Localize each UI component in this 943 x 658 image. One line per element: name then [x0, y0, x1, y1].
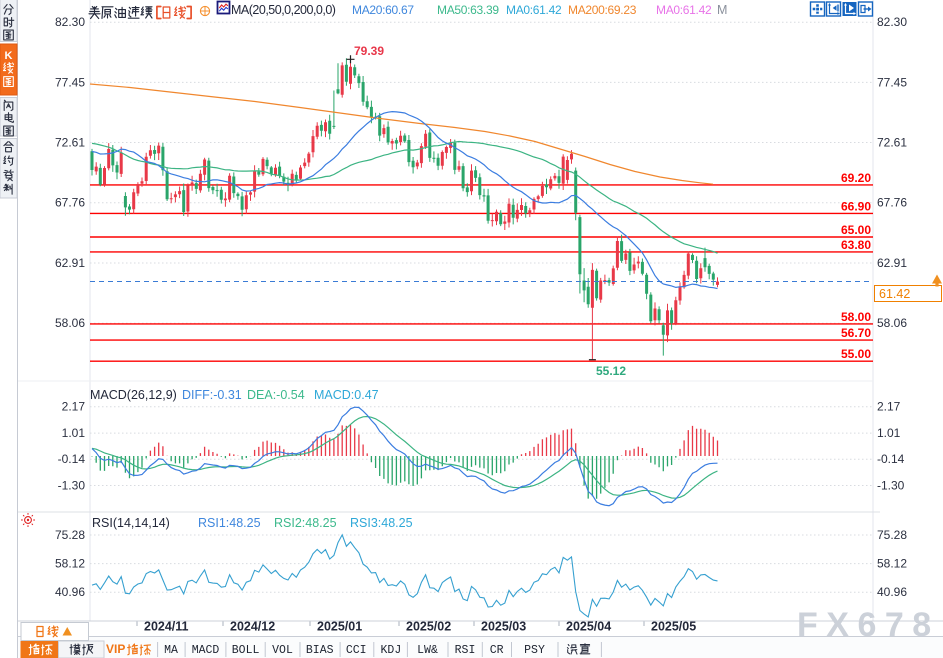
- svg-text:MACD:0.47: MACD:0.47: [314, 388, 379, 402]
- svg-text:2.17: 2.17: [62, 400, 86, 414]
- svg-text:2025/04: 2025/04: [566, 620, 611, 634]
- svg-text:BOLL: BOLL: [232, 644, 260, 657]
- svg-text:75.28: 75.28: [55, 528, 85, 542]
- svg-text:69.20: 69.20: [841, 171, 871, 185]
- svg-text:RSI3:48.25: RSI3:48.25: [350, 516, 413, 530]
- svg-text:DIFF:-0.31: DIFF:-0.31: [182, 388, 242, 402]
- svg-text:MA0:61.42: MA0:61.42: [656, 3, 712, 17]
- svg-text:58.06: 58.06: [55, 316, 85, 330]
- svg-text:67.76: 67.76: [55, 196, 85, 210]
- svg-text:RSI: RSI: [455, 644, 476, 657]
- svg-text:75.28: 75.28: [877, 528, 907, 542]
- svg-text:CR: CR: [490, 644, 504, 657]
- svg-text:63.80: 63.80: [841, 238, 871, 252]
- svg-text:2024/11: 2024/11: [144, 620, 189, 634]
- svg-text:40.96: 40.96: [877, 585, 907, 599]
- svg-text:72.61: 72.61: [877, 136, 907, 150]
- svg-text:-1.30: -1.30: [877, 479, 905, 493]
- svg-text:MACD(26,12,9): MACD(26,12,9): [90, 388, 177, 402]
- svg-text:PSY: PSY: [524, 644, 545, 657]
- svg-text:58.12: 58.12: [877, 557, 907, 571]
- svg-text:RSI(14,14,14): RSI(14,14,14): [92, 516, 170, 530]
- svg-text:VOL: VOL: [272, 644, 293, 657]
- svg-text:40.96: 40.96: [55, 585, 85, 599]
- svg-text:K: K: [5, 50, 13, 62]
- svg-text:2025/02: 2025/02: [406, 620, 451, 634]
- svg-text:2.17: 2.17: [877, 400, 901, 414]
- svg-text:M: M: [717, 3, 727, 17]
- svg-text:MA0:61.42: MA0:61.42: [506, 3, 562, 17]
- svg-text:MA: MA: [164, 644, 178, 657]
- svg-text:61.42: 61.42: [879, 287, 910, 301]
- svg-text:-0.14: -0.14: [877, 452, 905, 466]
- svg-text:MA50:63.39: MA50:63.39: [437, 3, 499, 17]
- svg-text:62.91: 62.91: [877, 256, 907, 270]
- svg-text:77.45: 77.45: [55, 75, 85, 89]
- svg-text:82.30: 82.30: [55, 15, 85, 29]
- svg-text:2025/03: 2025/03: [481, 620, 526, 634]
- svg-text:65.00: 65.00: [841, 223, 871, 237]
- svg-text:58.06: 58.06: [877, 316, 907, 330]
- svg-text:MA(20,50,0,200,0,0): MA(20,50,0,200,0,0): [231, 3, 336, 17]
- svg-text:58.12: 58.12: [55, 557, 85, 571]
- svg-text:72.61: 72.61: [55, 136, 85, 150]
- svg-text:55.12: 55.12: [596, 364, 626, 378]
- svg-text:LW&: LW&: [417, 644, 438, 657]
- svg-text:67.76: 67.76: [877, 196, 907, 210]
- svg-text:RSI2:48.25: RSI2:48.25: [274, 516, 337, 530]
- svg-text:55.00: 55.00: [841, 347, 871, 361]
- svg-text:VIP: VIP: [106, 642, 125, 656]
- svg-text:77.45: 77.45: [877, 75, 907, 89]
- svg-text:DEA:-0.54: DEA:-0.54: [247, 388, 305, 402]
- svg-text:MACD: MACD: [192, 644, 220, 657]
- svg-text:2024/12: 2024/12: [230, 620, 275, 634]
- svg-text:1.01: 1.01: [62, 426, 86, 440]
- svg-text:82.30: 82.30: [877, 15, 907, 29]
- svg-text:79.39: 79.39: [354, 44, 384, 58]
- svg-text:2025/01: 2025/01: [317, 620, 362, 634]
- svg-text:BIAS: BIAS: [306, 644, 334, 657]
- svg-text:-0.14: -0.14: [58, 452, 86, 466]
- svg-text:CCI: CCI: [346, 644, 367, 657]
- svg-text:KDJ: KDJ: [381, 644, 402, 657]
- svg-text:RSI1:48.25: RSI1:48.25: [198, 516, 261, 530]
- svg-text:2025/05: 2025/05: [651, 620, 696, 634]
- svg-text:1.01: 1.01: [877, 426, 901, 440]
- svg-text:MA200:69.23: MA200:69.23: [568, 3, 637, 17]
- svg-text:-1.30: -1.30: [58, 479, 86, 493]
- svg-text:MA20:60.67: MA20:60.67: [352, 3, 414, 17]
- svg-text:62.91: 62.91: [55, 256, 85, 270]
- svg-text:58.00: 58.00: [841, 310, 871, 324]
- svg-text:56.70: 56.70: [841, 326, 871, 340]
- svg-text:66.90: 66.90: [841, 199, 871, 213]
